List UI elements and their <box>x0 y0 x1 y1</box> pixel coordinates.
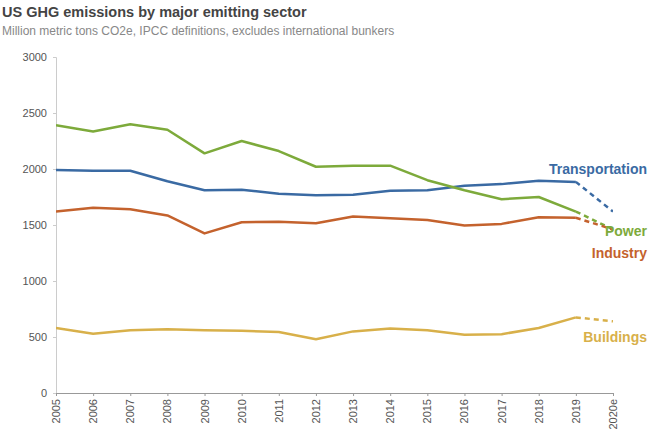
x-tick-label: 2005 <box>50 399 62 423</box>
y-tick-mark <box>53 169 56 170</box>
x-tick-mark <box>279 393 280 396</box>
series-line-estimate <box>576 317 613 321</box>
x-tick: 2007 <box>124 393 136 423</box>
x-tick-mark <box>353 393 354 396</box>
y-tick: 3000 <box>23 51 56 63</box>
series-label: Power <box>605 223 648 239</box>
y-axis-line <box>53 58 57 394</box>
x-tick: 2012 <box>310 393 322 423</box>
x-tick-label: 2017 <box>496 399 508 423</box>
x-tick-mark <box>576 393 577 396</box>
x-tick-mark <box>390 393 391 396</box>
x-tick: 2015 <box>421 393 433 423</box>
x-tick-label: 2020e <box>607 399 619 430</box>
x-tick-label: 2009 <box>199 399 211 423</box>
x-tick-label: 2014 <box>384 399 396 423</box>
x-tick: 2008 <box>161 393 173 423</box>
y-tick-label: 0 <box>41 387 47 399</box>
x-tick-mark <box>93 393 94 396</box>
x-tick-label: 2006 <box>87 399 99 423</box>
x-tick-mark <box>242 393 243 396</box>
x-tick-mark <box>316 393 317 396</box>
series-line <box>56 170 576 195</box>
y-tick: 2000 <box>23 163 56 175</box>
y-tick-label: 1000 <box>23 275 47 287</box>
x-tick-label: 2010 <box>236 399 248 423</box>
x-tick: 2018 <box>533 393 545 423</box>
y-tick-mark <box>53 393 56 394</box>
y-tick: 500 <box>29 331 56 343</box>
x-tick-label: 2011 <box>273 399 285 423</box>
chart: US GHG emissions by major emitting secto… <box>0 0 655 445</box>
x-tick: 2016 <box>458 393 470 423</box>
x-tick-label: 2019 <box>570 399 582 423</box>
series-label: Industry <box>592 245 647 261</box>
x-tick-label: 2015 <box>421 399 433 423</box>
x-tick-mark <box>464 393 465 396</box>
x-tick-mark <box>56 393 57 396</box>
series-line <box>56 208 576 234</box>
subtitle: Million metric tons CO2e, IPCC definitio… <box>2 24 394 38</box>
y-tick-mark <box>53 281 56 282</box>
y-tick-mark <box>53 225 56 226</box>
y-tick-label: 3000 <box>23 51 47 63</box>
x-tick-mark <box>502 393 503 396</box>
y-tick: 1000 <box>23 275 56 287</box>
x-tick: 2010 <box>236 393 248 423</box>
y-tick-label: 500 <box>29 331 47 343</box>
x-tick: 2013 <box>347 393 359 423</box>
x-tick: 2019 <box>570 393 582 423</box>
x-tick: 2020e <box>607 393 619 430</box>
title: US GHG emissions by major emitting secto… <box>2 4 307 20</box>
y-axis: 0 500 1000 1500 2000 2500 3000 <box>23 51 57 399</box>
x-tick-mark <box>205 393 206 396</box>
plot: 0 500 1000 1500 2000 2500 3000 2005 2006 2007 2008… <box>23 51 648 430</box>
y-tick: 1500 <box>23 219 56 231</box>
x-tick-mark <box>613 393 614 396</box>
x-tick: 2005 <box>50 393 62 423</box>
x-tick-mark <box>167 393 168 396</box>
x-tick: 2009 <box>199 393 211 423</box>
series-label: Buildings <box>583 329 647 345</box>
x-tick-label: 2018 <box>533 399 545 423</box>
y-tick: 2500 <box>23 107 56 119</box>
x-axis: 2005 2006 2007 2008 2009 2010 2011 2012 2013 2014… <box>50 393 619 430</box>
x-tick-mark <box>539 393 540 396</box>
y-tick-label: 2000 <box>23 163 47 175</box>
x-tick: 2014 <box>384 393 396 423</box>
x-tick-label: 2008 <box>161 399 173 423</box>
x-tick-label: 2007 <box>124 399 136 423</box>
x-tick: 2011 <box>273 393 285 423</box>
y-tick-mark <box>53 113 56 114</box>
x-tick-label: 2013 <box>347 399 359 423</box>
x-axis-line <box>57 394 614 397</box>
y-tick-mark <box>53 337 56 338</box>
x-tick-label: 2012 <box>310 399 322 423</box>
x-tick-mark <box>130 393 131 396</box>
series-label: Transportation <box>549 161 647 177</box>
y-tick: 0 <box>41 387 56 399</box>
lines <box>56 124 613 339</box>
x-tick-label: 2016 <box>458 399 470 423</box>
series-line <box>56 124 576 211</box>
x-tick: 2006 <box>87 393 99 423</box>
x-tick-mark <box>427 393 428 396</box>
x-tick: 2017 <box>496 393 508 423</box>
y-tick-label: 1500 <box>23 219 47 231</box>
series-line <box>56 317 576 339</box>
y-tick-label: 2500 <box>23 107 47 119</box>
series-line-estimate <box>576 182 613 212</box>
series-labels: Transportation Power Industry Buildings <box>549 161 648 346</box>
y-tick-mark <box>53 57 56 58</box>
